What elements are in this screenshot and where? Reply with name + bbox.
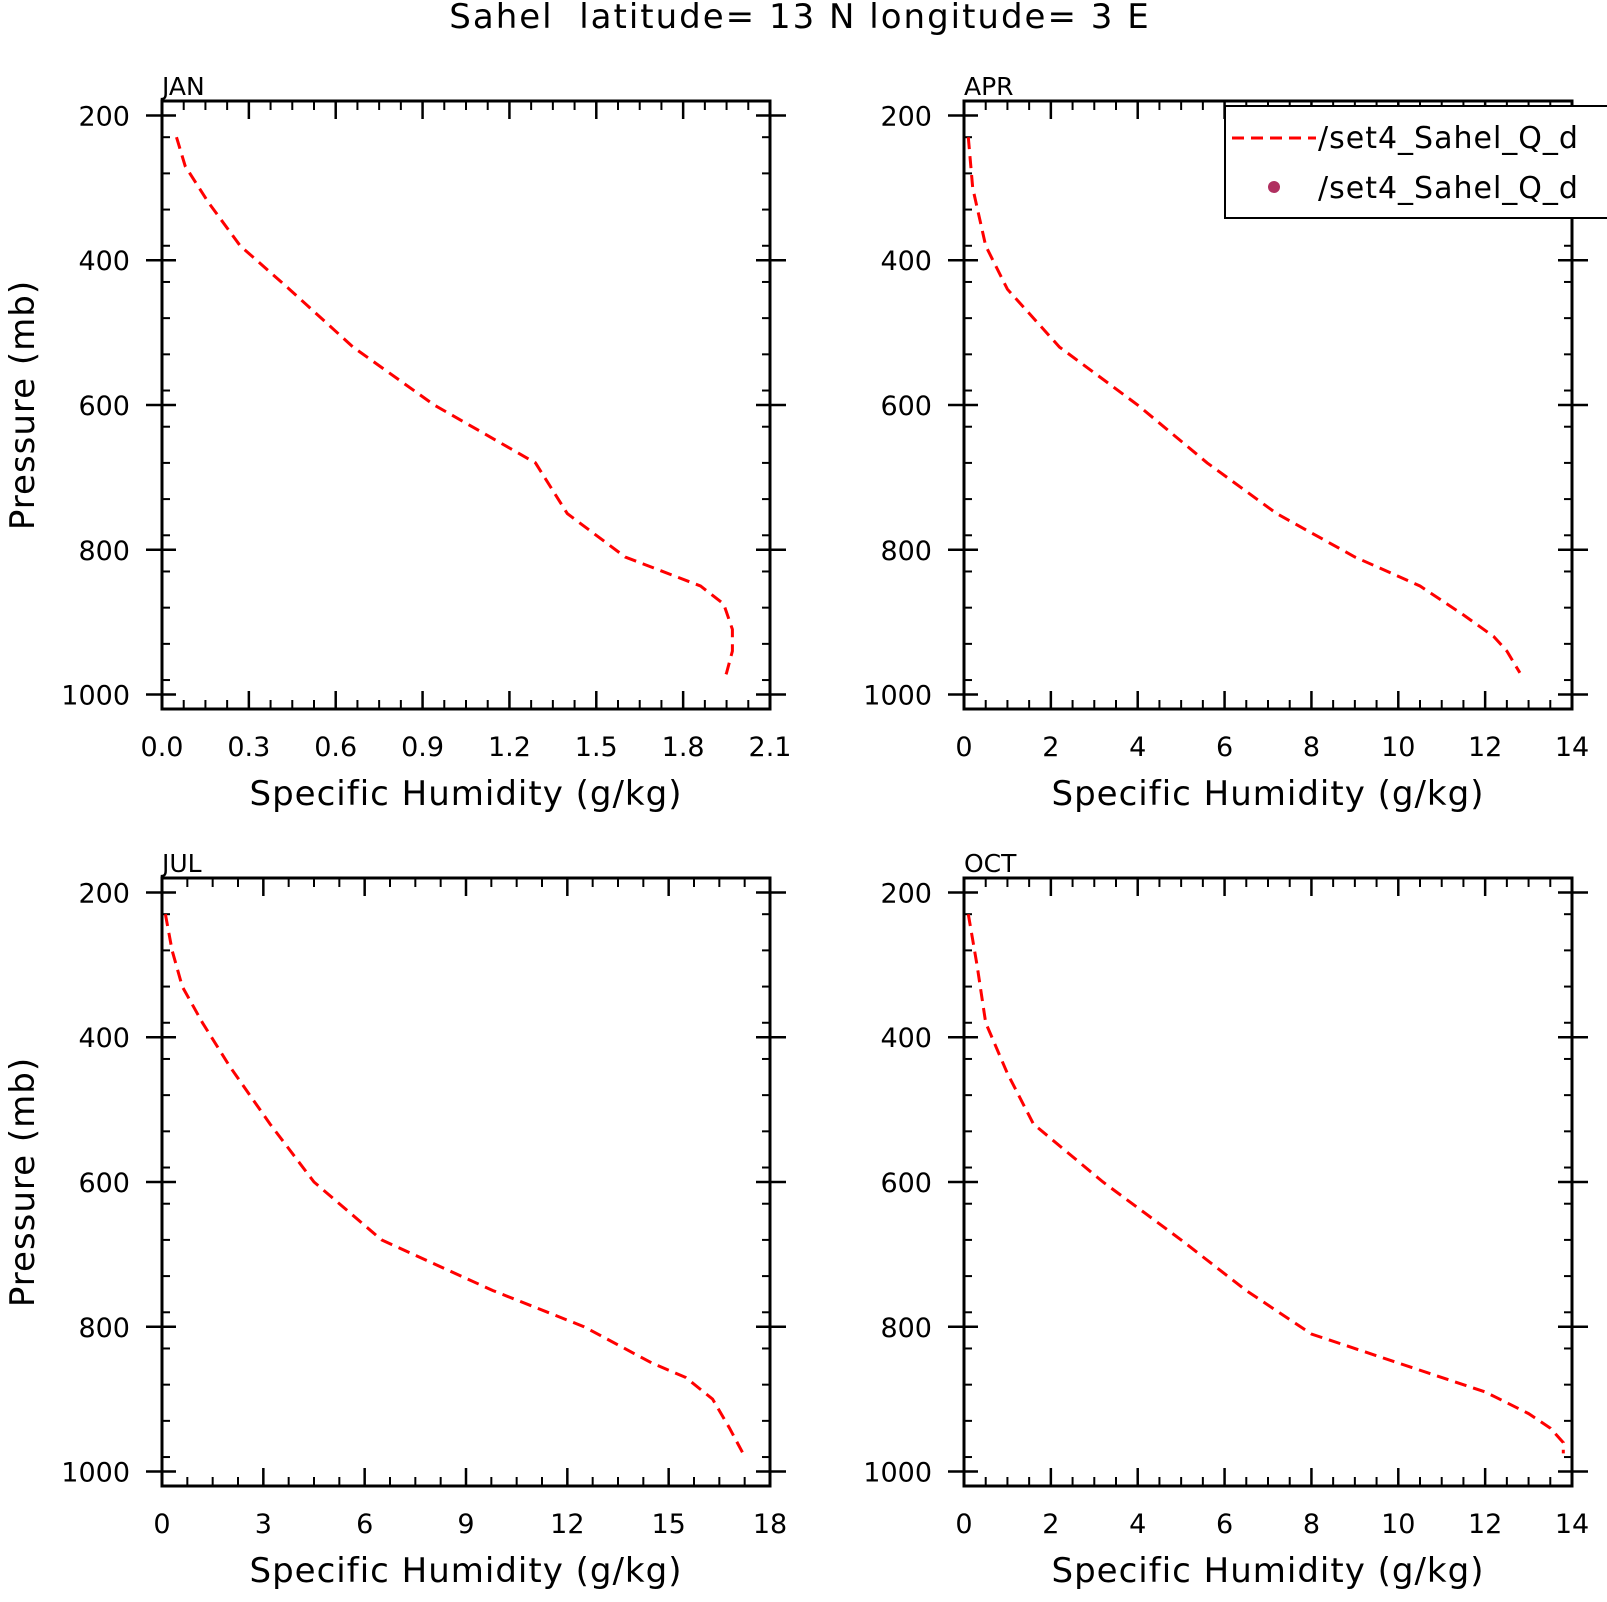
- plot-frame: [962, 876, 1574, 1488]
- legend-dot-swatch: [1268, 181, 1280, 193]
- x-axis-label: Specific Humidity (g/kg): [1052, 1551, 1485, 1591]
- y-tick-label: 400: [78, 1023, 130, 1054]
- plot-frame: [160, 876, 772, 1488]
- x-tick-label: 2: [1042, 1509, 1059, 1540]
- x-tick-label: 3: [255, 1509, 272, 1540]
- x-tick-label: 8: [1303, 1509, 1320, 1540]
- y-tick-label: 200: [880, 101, 932, 132]
- panel-apr: APR 0 2 4 6 8 10 12 14 200 400 600 800 1000 Specific H…: [863, 72, 1589, 814]
- y-axis-label: Pressure (mb): [3, 1057, 43, 1307]
- legend: /set4_Sahel_Q_d/set4_Sahel_Q_d: [1224, 105, 1607, 219]
- figure-title: Sahel latitude= 13 N longitude= 3 E: [449, 0, 1150, 37]
- x-tick-label: 2: [1042, 732, 1059, 763]
- x-axis-label: Specific Humidity (g/kg): [250, 774, 683, 814]
- x-tick-label: 12: [1468, 1509, 1502, 1540]
- x-tick-label: 18: [753, 1509, 787, 1540]
- y-tick-label: 1000: [863, 1458, 932, 1489]
- y-tick-label: 800: [880, 536, 932, 567]
- y-tick-label: 600: [78, 1168, 130, 1199]
- legend-box: [1224, 105, 1607, 219]
- legend-label: /set4_Sahel_Q_d: [1318, 171, 1579, 206]
- x-tick-label: 1.2: [488, 732, 531, 763]
- y-tick-label: 600: [880, 1168, 932, 1199]
- x-tick-label: 14: [1555, 1509, 1589, 1540]
- x-tick-label: 0.0: [141, 732, 184, 763]
- x-tick-label: 9: [457, 1509, 474, 1540]
- y-tick-label: 800: [78, 536, 130, 567]
- y-tick-label: 1000: [863, 681, 932, 712]
- panel-label: OCT: [964, 849, 1017, 878]
- y-tick-label: 600: [78, 391, 130, 422]
- panel-label: JUL: [160, 849, 202, 878]
- series-line: [175, 136, 734, 681]
- panel-jul: JUL 0 3 6 9 12 15 18 200 400 600 800 1000 Specific Hu…: [3, 849, 787, 1591]
- x-tick-label: 10: [1381, 732, 1415, 763]
- plot-frame: [160, 99, 772, 711]
- panel-jan: JAN 0.0 0.3 0.6 0.9 1.2 1.5 1.8 2.1 200 400 600 800 1…: [3, 72, 791, 814]
- y-tick-label: 200: [78, 878, 130, 909]
- x-tick-label: 14: [1555, 732, 1589, 763]
- panel-label: APR: [964, 72, 1014, 101]
- y-tick-label: 400: [78, 246, 130, 277]
- x-tick-label: 15: [651, 1509, 685, 1540]
- x-tick-label: 0.6: [314, 732, 357, 763]
- x-tick-label: 0: [153, 1509, 170, 1540]
- x-axis-label: Specific Humidity (g/kg): [1052, 774, 1485, 814]
- x-tick-label: 1.5: [575, 732, 618, 763]
- x-tick-label: 0: [955, 1509, 972, 1540]
- x-tick-label: 0.9: [401, 732, 444, 763]
- y-tick-label: 600: [880, 391, 932, 422]
- x-tick-label: 8: [1303, 732, 1320, 763]
- y-tick-label: 1000: [61, 1458, 130, 1489]
- y-tick-label: 200: [78, 101, 130, 132]
- x-tick-label: 6: [1216, 1509, 1233, 1540]
- panel-oct: OCT 0 2 4 6 8 10 12 14 200 400 600 800 1000 Specific H…: [863, 849, 1589, 1591]
- x-axis-label: Specific Humidity (g/kg): [250, 1551, 683, 1591]
- x-tick-label: 0: [955, 732, 972, 763]
- x-tick-label: 10: [1381, 1509, 1415, 1540]
- y-tick-label: 200: [880, 878, 932, 909]
- x-tick-label: 6: [356, 1509, 373, 1540]
- y-tick-label: 1000: [61, 681, 130, 712]
- y-tick-label: 400: [880, 246, 932, 277]
- y-axis-label: Pressure (mb): [3, 280, 43, 530]
- x-tick-label: 12: [550, 1509, 584, 1540]
- y-tick-label: 800: [880, 1313, 932, 1344]
- x-tick-label: 2.1: [749, 732, 792, 763]
- x-tick-label: 0.3: [227, 732, 270, 763]
- y-tick-label: 400: [880, 1023, 932, 1054]
- x-tick-label: 6: [1216, 732, 1233, 763]
- x-tick-label: 4: [1129, 1509, 1146, 1540]
- series-line: [163, 913, 745, 1455]
- x-tick-label: 4: [1129, 732, 1146, 763]
- series-line: [966, 913, 1565, 1454]
- y-tick-label: 800: [78, 1313, 130, 1344]
- x-tick-label: 12: [1468, 732, 1502, 763]
- legend-label: /set4_Sahel_Q_d: [1318, 121, 1579, 156]
- x-tick-label: 1.8: [662, 732, 705, 763]
- panel-label: JAN: [160, 72, 205, 101]
